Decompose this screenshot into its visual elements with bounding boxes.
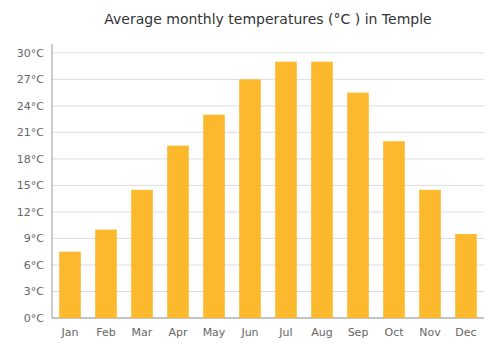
x-tick-label: Sep	[348, 326, 369, 339]
bar	[239, 79, 261, 318]
grid-line	[52, 185, 484, 186]
bar	[455, 234, 477, 318]
bar	[383, 141, 405, 318]
bar	[131, 190, 153, 318]
bar	[347, 93, 369, 318]
y-axis-line	[52, 44, 53, 318]
chart-container: Average monthly temperatures (°C ) in Te…	[0, 0, 500, 350]
bar	[275, 62, 297, 318]
x-tick-label: Jul	[278, 326, 292, 339]
bars	[59, 62, 477, 318]
x-tick-label: Oct	[384, 326, 404, 339]
x-tick-label: Mar	[132, 326, 153, 339]
grid	[52, 53, 484, 318]
y-tick-label: 18°C	[17, 153, 44, 166]
chart: Average monthly temperatures (°C ) in Te…	[0, 0, 500, 350]
bar	[59, 252, 81, 318]
x-tick-label: Jan	[61, 326, 79, 339]
x-tick-label: Dec	[455, 326, 476, 339]
bar	[95, 230, 117, 318]
y-tick-label: 27°C	[17, 73, 44, 86]
bar	[311, 62, 333, 318]
y-tick-label: 21°C	[17, 126, 44, 139]
bar	[203, 115, 225, 318]
x-tick-label: May	[203, 326, 226, 339]
y-tick-label: 0°C	[24, 312, 44, 325]
grid-line	[52, 132, 484, 133]
title: Average monthly temperatures (°C ) in Te…	[104, 11, 431, 27]
x-tick-label: Aug	[311, 326, 332, 339]
y-tick-label: 12°C	[17, 206, 44, 219]
bar	[419, 190, 441, 318]
bar	[167, 146, 189, 318]
grid-line	[52, 158, 484, 159]
x-tick-label: Apr	[168, 326, 188, 339]
y-tick-label: 3°C	[24, 285, 44, 298]
y-tick-label: 9°C	[24, 232, 44, 245]
y-tick-label: 6°C	[24, 259, 44, 272]
x-tick-label: Jun	[240, 326, 258, 339]
y-tick-label: 30°C	[17, 47, 44, 60]
y-tick-label: 15°C	[17, 179, 44, 192]
grid-line	[52, 79, 484, 80]
grid-line	[52, 105, 484, 106]
x-tick-label: Nov	[419, 326, 441, 339]
y-tick-label: 24°C	[17, 100, 44, 113]
x-tick-label: Feb	[96, 326, 115, 339]
grid-line	[52, 52, 484, 53]
